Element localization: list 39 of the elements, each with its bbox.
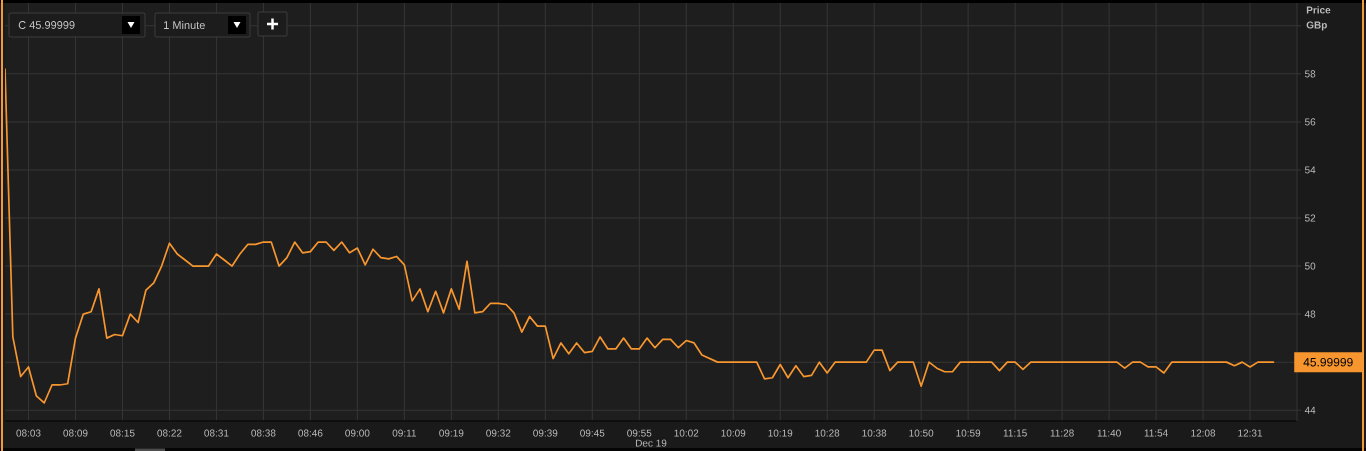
x-tick-label: 08:22 — [157, 429, 182, 437]
x-tick-label: 09:11 — [392, 429, 417, 437]
x-tick-label: 11:15 — [1003, 429, 1027, 437]
x-tick-label: 11:54 — [1144, 429, 1168, 437]
y-tick-label: 48 — [1304, 310, 1316, 318]
x-tick-label: 10:38 — [862, 429, 887, 437]
x-tick-label: 08:03 — [16, 429, 41, 437]
x-tick-label: 10:59 — [956, 429, 981, 437]
x-tick-label: 09:19 — [439, 429, 464, 437]
x-tick-label: 10:19 — [768, 429, 793, 437]
x-tick-label: 08:15 — [110, 429, 135, 437]
x-tick-label: 11:28 — [1050, 429, 1074, 437]
y-tick-label: 52 — [1304, 214, 1316, 222]
y-tick-label: 56 — [1304, 118, 1316, 126]
x-tick-label: 09:00 — [345, 429, 370, 437]
x-tick-label: 10:50 — [909, 429, 934, 437]
y-axis-title: Price GBp — [1306, 6, 1331, 31]
x-tick-label: 10:28 — [815, 429, 840, 437]
text: 45.99999 — [1303, 357, 1353, 367]
x-tick-label: 12:31 — [1238, 429, 1263, 437]
x-tick-label: 09:55 — [627, 429, 652, 437]
y-tick-label: 54 — [1304, 166, 1316, 174]
x-tick-label: 08:46 — [298, 429, 323, 437]
x-tick-label: 12:08 — [1191, 429, 1216, 437]
x-tick-label: 10:09 — [721, 429, 746, 437]
annotation: 1 Minute — [164, 20, 205, 30]
x-tick-label: 08:38 — [251, 429, 276, 437]
x-tick-label: 08:31 — [204, 429, 229, 437]
x-axis-title: Dec 19 — [635, 439, 667, 447]
x-tick-label: 09:39 — [533, 429, 558, 437]
x-tick-label: 10:02 — [674, 429, 699, 437]
x-tick-label: 11:40 — [1097, 429, 1121, 437]
x-tick-label: 08:09 — [63, 429, 88, 437]
annotation: C 45.99999 — [18, 21, 75, 29]
y-tick-label: 50 — [1304, 262, 1316, 270]
x-tick-label: 09:45 — [580, 429, 605, 437]
x-tick-label: 09:32 — [486, 429, 511, 437]
y-tick-label: 44 — [1304, 406, 1316, 414]
y-tick-label: 58 — [1304, 70, 1316, 78]
